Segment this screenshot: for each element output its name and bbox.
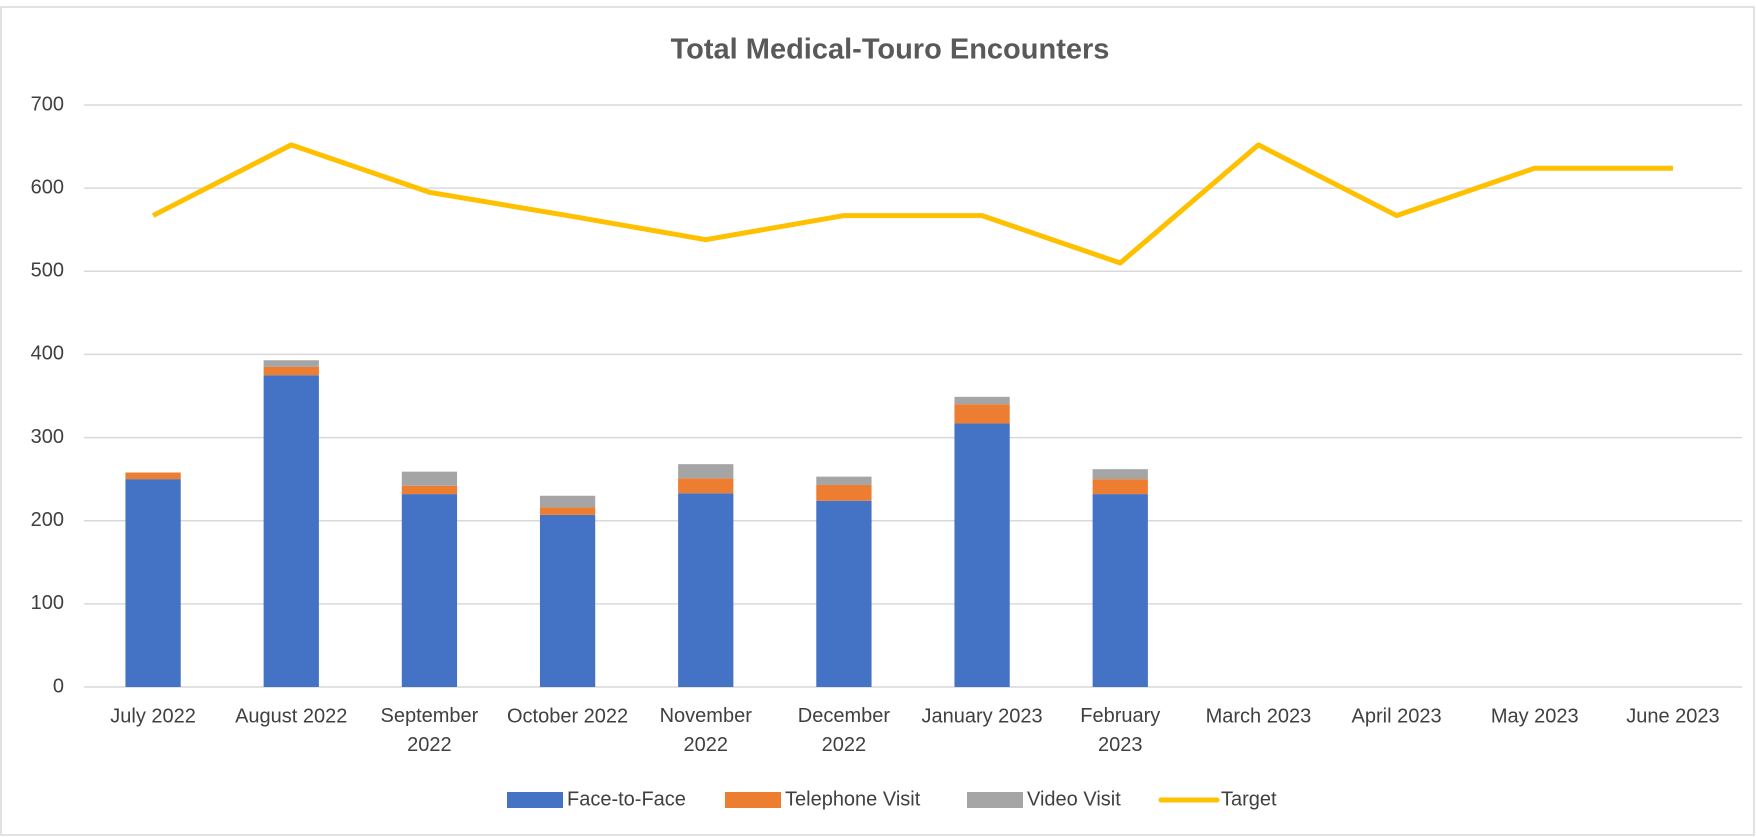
legend-swatch xyxy=(507,792,563,808)
bar xyxy=(1092,494,1148,687)
line xyxy=(151,142,1673,266)
x-tick-label: February 2023 xyxy=(1080,705,1160,756)
bar xyxy=(816,476,872,485)
y-tick-label: 300 xyxy=(31,426,64,448)
x-tick-label: December 2022 xyxy=(798,705,891,756)
y-tick-label: 700 xyxy=(31,93,64,115)
bar xyxy=(954,396,1010,405)
x-tick-label: August 2022 xyxy=(235,705,347,727)
legend-label: Telephone Visit xyxy=(785,788,921,810)
bar xyxy=(263,375,319,687)
x-tick-label: March 2023 xyxy=(1206,705,1312,727)
x-tick-label: May 2023 xyxy=(1491,705,1579,727)
y-tick-label: 0 xyxy=(53,675,64,697)
x-tick-label: April 2023 xyxy=(1352,705,1442,727)
bar xyxy=(125,472,181,480)
bar xyxy=(401,494,458,687)
bar xyxy=(954,423,1010,687)
legend-swatch xyxy=(725,792,781,808)
bar xyxy=(539,495,596,508)
bar xyxy=(1092,479,1148,495)
x-tick-label: July 2022 xyxy=(110,705,196,727)
bar xyxy=(678,493,734,687)
x-tick-label: June 2023 xyxy=(1626,705,1719,727)
x-tick-label: September 2022 xyxy=(380,705,478,756)
bar xyxy=(954,404,1010,424)
bar xyxy=(401,485,458,495)
x-tick-label: October 2022 xyxy=(507,705,628,727)
bar xyxy=(678,464,734,479)
bar xyxy=(816,484,872,501)
bar xyxy=(125,479,181,687)
bar xyxy=(401,471,458,486)
y-tick-label: 200 xyxy=(31,509,64,531)
bar xyxy=(678,478,734,494)
chart-title: Total Medical-Touro Encounters xyxy=(671,34,1110,66)
bar xyxy=(1092,469,1148,480)
legend-label: Face-to-Face xyxy=(567,788,686,810)
bar xyxy=(816,500,872,687)
x-tick-label: November 2022 xyxy=(660,705,753,756)
bar xyxy=(539,514,596,687)
bar xyxy=(263,360,319,367)
y-tick-label: 600 xyxy=(31,176,64,198)
bar xyxy=(263,366,319,376)
y-tick-label: 400 xyxy=(31,343,64,365)
y-tick-label: 500 xyxy=(31,260,64,282)
x-tick-label: January 2023 xyxy=(921,705,1042,727)
legend-label: Target xyxy=(1221,788,1277,810)
legend-label: Video Visit xyxy=(1027,788,1121,810)
bar xyxy=(539,507,596,515)
y-tick-label: 100 xyxy=(31,592,64,614)
legend-swatch xyxy=(967,792,1023,808)
